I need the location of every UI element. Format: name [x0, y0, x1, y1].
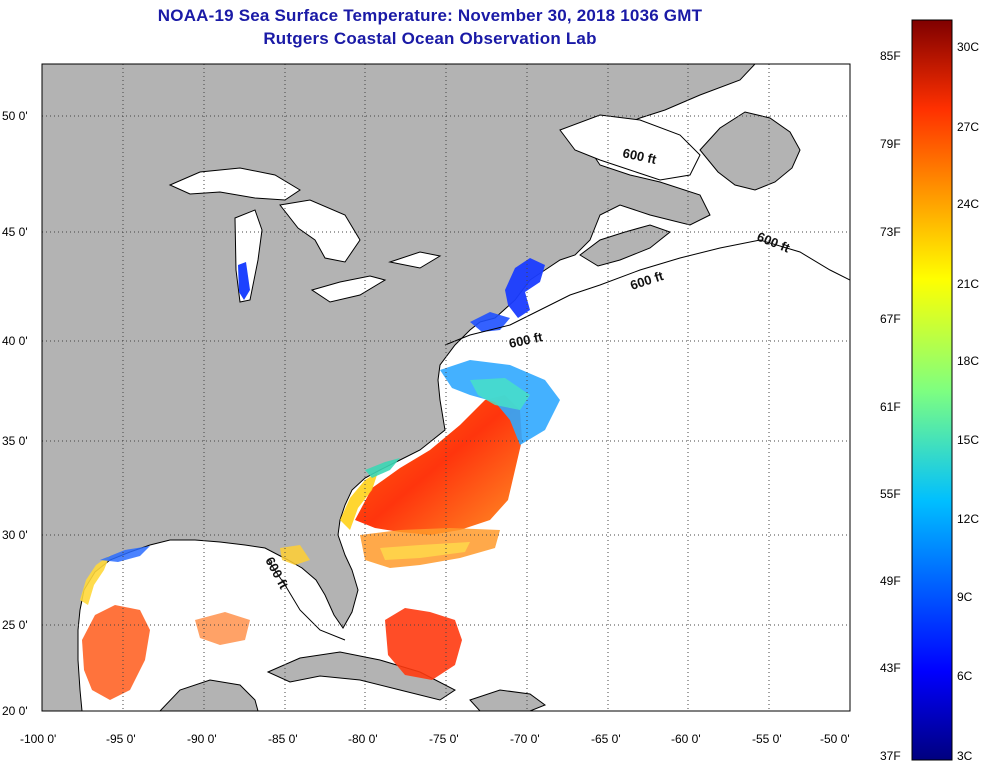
- cb-c-label: 15C: [957, 433, 979, 447]
- cb-f-label: 43F: [880, 661, 901, 675]
- x-tick-label: -100 0': [20, 732, 56, 746]
- y-tick-label: 45 0': [2, 225, 28, 239]
- cb-c-label: 3C: [957, 749, 973, 763]
- land-yucatan: [159, 679, 259, 711]
- contour-label-4: 600 ft: [508, 329, 545, 351]
- cb-c-label: 9C: [957, 590, 973, 604]
- y-tick-label: 40 0': [2, 334, 28, 348]
- y-tick-label: 20 0': [2, 704, 28, 718]
- x-tick-label: -75 0': [429, 732, 459, 746]
- cb-f-label: 55F: [880, 487, 901, 501]
- cb-c-label: 21C: [957, 277, 979, 291]
- land-hispaniola: [469, 689, 547, 711]
- sst-data: [80, 258, 560, 700]
- cb-c-label: 6C: [957, 669, 973, 683]
- cb-f-label: 49F: [880, 574, 901, 588]
- cb-c-label: 27C: [957, 120, 979, 134]
- colorbar-fahrenheit-labels: 85F 79F 73F 67F 61F 55F 49F 43F 37F: [880, 49, 901, 763]
- x-tick-label: -65 0': [591, 732, 621, 746]
- y-tick-label: 50 0': [2, 109, 28, 123]
- cb-c-label: 24C: [957, 197, 979, 211]
- x-tick-label: -55 0': [752, 732, 782, 746]
- map-title: NOAA-19 Sea Surface Temperature: Novembe…: [157, 6, 703, 25]
- cb-f-label: 73F: [880, 225, 901, 239]
- y-tick-label: 35 0': [2, 434, 28, 448]
- land-newfoundland: [699, 111, 801, 191]
- plot-frame: [41, 63, 851, 712]
- cb-f-label: 37F: [880, 749, 901, 763]
- cb-f-label: 85F: [880, 49, 901, 63]
- x-tick-label: -70 0': [510, 732, 540, 746]
- cb-f-label: 67F: [880, 312, 901, 326]
- gulf-st-lawrence: [559, 114, 701, 181]
- x-tick-label: -85 0': [268, 732, 298, 746]
- y-tick-label: 25 0': [2, 618, 28, 632]
- x-tick-label: -50 0': [820, 732, 850, 746]
- cb-c-label: 18C: [957, 354, 979, 368]
- y-tick-label: 30 0': [2, 528, 28, 542]
- cb-c-label: 30C: [957, 40, 979, 54]
- colorbar-celsius-labels: 30C 27C 24C 21C 18C 15C 12C 9C 6C 3C: [957, 40, 979, 763]
- cb-c-label: 12C: [957, 512, 979, 526]
- map-subtitle: Rutgers Coastal Ocean Observation Lab: [263, 29, 597, 48]
- depth-contour-600ft: [267, 239, 850, 641]
- cb-f-label: 79F: [880, 137, 901, 151]
- contour-label-1: 600 ft: [621, 145, 658, 167]
- x-tick-label: -95 0': [106, 732, 136, 746]
- x-tick-label: -80 0': [348, 732, 378, 746]
- x-tick-label: -60 0': [671, 732, 701, 746]
- cb-f-label: 61F: [880, 400, 901, 414]
- colorbar: [911, 19, 953, 761]
- y-axis: 50 0' 45 0' 40 0' 35 0' 30 0' 25 0' 20 0…: [2, 109, 28, 718]
- x-tick-label: -90 0': [187, 732, 217, 746]
- graticule: [42, 64, 850, 711]
- x-axis: -100 0' -95 0' -90 0' -85 0' -80 0' -75 …: [20, 732, 850, 746]
- land-cuba: [266, 651, 456, 701]
